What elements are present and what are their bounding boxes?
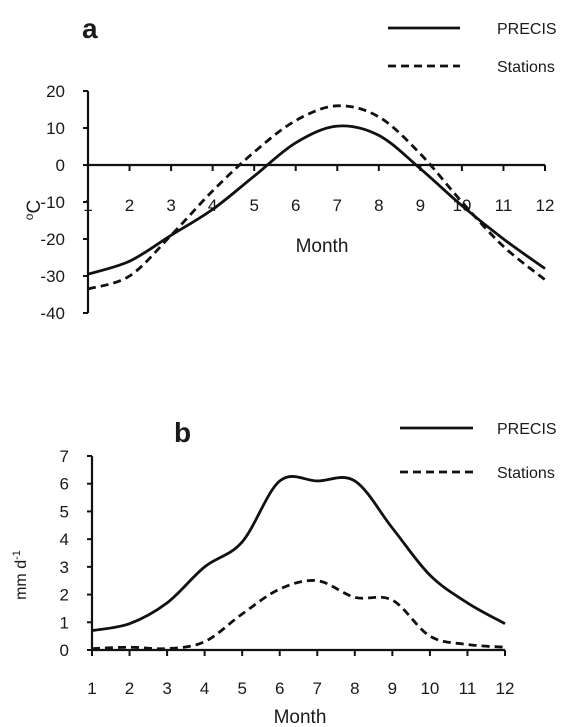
- legend-label-precis: PRECIS: [497, 421, 557, 438]
- x-tick-label: 7: [313, 679, 322, 698]
- x-tick-label: 2: [125, 196, 134, 215]
- x-tick-label: 1: [87, 679, 96, 698]
- y-tick-label: 0: [56, 156, 65, 175]
- x-tick-label: 6: [291, 196, 300, 215]
- legend-label-precis: PRECIS: [497, 21, 557, 38]
- y-tick-label: 10: [46, 119, 65, 138]
- legend-label-stations: Stations: [497, 465, 555, 482]
- y-tick-label: -40: [40, 304, 65, 323]
- x-tick-label: 6: [275, 679, 284, 698]
- y-tick-label: 5: [60, 502, 69, 521]
- x-tick-label: 1: [83, 196, 92, 215]
- y-axis-label: oC: [22, 200, 45, 220]
- x-tick-label: 12: [536, 196, 555, 215]
- x-tick-label: 9: [416, 196, 425, 215]
- panel-label: b: [174, 417, 191, 448]
- y-tick-label: 20: [46, 82, 65, 101]
- x-tick-label: 3: [162, 679, 171, 698]
- x-axis-label: Month: [296, 236, 349, 257]
- series-line-stations: [87, 104, 546, 291]
- x-tick-label: 7: [333, 196, 342, 215]
- x-tick-label: 5: [237, 679, 246, 698]
- series-line-stations: [91, 579, 506, 651]
- series-line-precis: [91, 475, 506, 632]
- y-tick-label: 2: [60, 586, 69, 605]
- x-tick-label: 10: [420, 679, 439, 698]
- x-tick-label: 5: [249, 196, 258, 215]
- x-tick-label: 3: [166, 196, 175, 215]
- x-tick-label: 8: [374, 196, 383, 215]
- y-axis-label: mm d-1: [11, 550, 30, 600]
- x-tick-label: 4: [208, 196, 217, 215]
- x-tick-label: 12: [496, 679, 515, 698]
- y-tick-label: -10: [40, 193, 65, 212]
- panel-label: a: [82, 13, 98, 44]
- x-tick-label: 11: [459, 679, 477, 698]
- y-tick-label: 1: [60, 613, 69, 632]
- x-tick-label: 11: [495, 196, 513, 215]
- y-tick-label: -20: [40, 230, 65, 249]
- x-axis-label: Month: [274, 707, 327, 727]
- y-tick-label: 3: [60, 558, 69, 577]
- x-tick-label: 2: [125, 679, 134, 698]
- y-tick-label: 0: [60, 641, 69, 660]
- y-tick-label: -30: [40, 267, 65, 286]
- x-tick-label: 4: [200, 679, 209, 698]
- y-tick-label: 6: [60, 475, 69, 494]
- legend-label-stations: Stations: [497, 59, 555, 76]
- x-tick-label: 8: [350, 679, 359, 698]
- x-tick-label: 9: [388, 679, 397, 698]
- y-tick-label: 7: [60, 447, 69, 466]
- y-tick-label: 4: [60, 530, 69, 549]
